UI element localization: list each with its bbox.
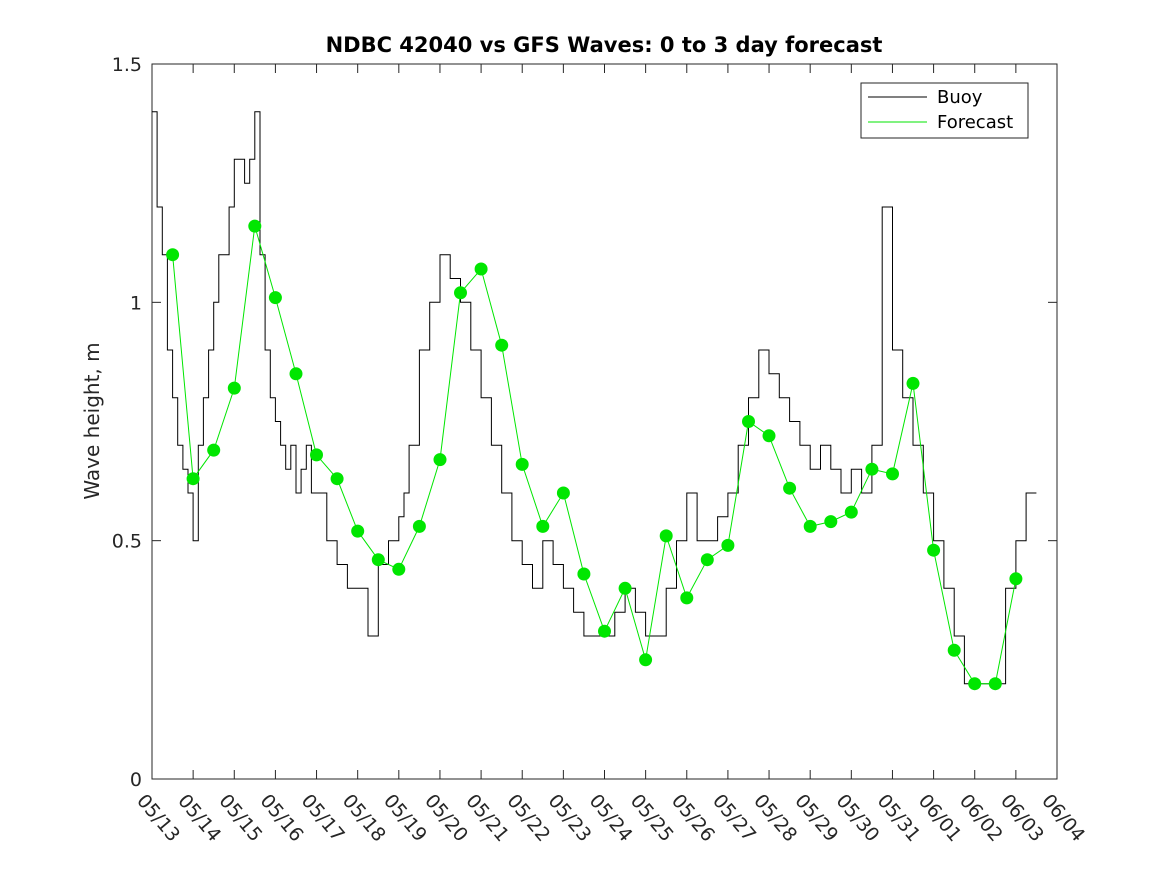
y-tick-label: 0.5 bbox=[112, 531, 142, 553]
y-tick-label: 1.5 bbox=[112, 54, 142, 76]
forecast-point bbox=[968, 677, 982, 691]
forecast-point bbox=[227, 381, 241, 395]
legend-box bbox=[860, 82, 1029, 139]
forecast-point bbox=[433, 453, 447, 467]
forecast-point bbox=[700, 553, 714, 567]
forecast-point bbox=[927, 543, 941, 557]
legend-forecast-label: Forecast bbox=[937, 112, 1013, 133]
forecast-point bbox=[536, 519, 550, 533]
y-axis-label: Wave height, m bbox=[80, 342, 104, 499]
forecast-point bbox=[495, 338, 509, 352]
forecast-point bbox=[556, 486, 570, 500]
forecast-point bbox=[803, 519, 817, 533]
legend-buoy-label: Buoy bbox=[937, 87, 983, 108]
forecast-point bbox=[186, 472, 200, 486]
forecast-point bbox=[742, 415, 755, 428]
forecast-point bbox=[474, 262, 488, 276]
forecast-point bbox=[1009, 572, 1023, 586]
tick-marks bbox=[151, 63, 1058, 780]
y-tick-label: 0 bbox=[130, 769, 142, 791]
forecast-point bbox=[762, 429, 776, 443]
forecast-point bbox=[166, 248, 180, 262]
series-layer bbox=[152, 111, 1037, 691]
forecast-point bbox=[639, 653, 653, 667]
y-tick-labels: 0 0.5 1 1.5 bbox=[112, 54, 142, 791]
forecast-point bbox=[598, 624, 611, 638]
forecast-point bbox=[412, 519, 426, 533]
forecast-point bbox=[207, 443, 221, 457]
forecast-point bbox=[618, 581, 632, 595]
forecast-point bbox=[454, 286, 467, 300]
forecast-point bbox=[289, 367, 303, 381]
plot-area bbox=[151, 63, 1058, 780]
forecast-point bbox=[783, 481, 797, 495]
forecast-point bbox=[988, 677, 1002, 691]
forecast-point bbox=[844, 505, 858, 519]
forecast-point bbox=[577, 567, 591, 581]
axes-box bbox=[151, 63, 1058, 780]
forecast-point bbox=[351, 524, 365, 538]
forecast-point bbox=[659, 529, 673, 543]
buoy-series-line bbox=[152, 111, 1037, 685]
forecast-point bbox=[392, 562, 406, 576]
forecast-point bbox=[947, 643, 961, 657]
chart-title: NDBC 42040 vs GFS Waves: 0 to 3 day fore… bbox=[326, 33, 883, 57]
forecast-point bbox=[886, 467, 899, 481]
forecast-point bbox=[330, 472, 344, 486]
forecast-point bbox=[268, 291, 282, 305]
forecast-point bbox=[906, 376, 920, 390]
forecast-point bbox=[824, 515, 838, 529]
y-tick-label: 1 bbox=[130, 292, 142, 314]
forecast-point bbox=[680, 591, 694, 605]
forecast-point bbox=[515, 457, 529, 471]
forecast-point bbox=[865, 462, 879, 476]
forecast-point bbox=[371, 553, 385, 567]
forecast-point bbox=[310, 448, 323, 462]
forecast-point bbox=[721, 538, 735, 552]
legend: Buoy Forecast bbox=[860, 82, 1029, 139]
forecast-point bbox=[248, 219, 262, 233]
